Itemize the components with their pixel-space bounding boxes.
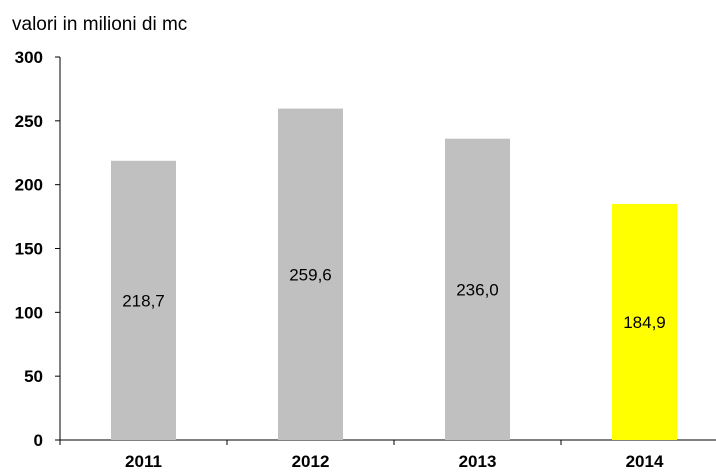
- y-tick-label: 50: [24, 367, 43, 386]
- y-tick-label: 0: [34, 431, 43, 450]
- x-tick-label: 2014: [626, 452, 664, 471]
- bar-2012: [278, 108, 343, 440]
- bar-2011: [111, 160, 176, 440]
- x-tick-label: 2013: [459, 452, 497, 471]
- y-tick-label: 250: [15, 112, 43, 131]
- bar-2014: [612, 203, 677, 440]
- bar-value-label: 236,0: [456, 280, 499, 299]
- bar-value-label: 184,9: [623, 313, 666, 332]
- x-tick-label: 2012: [292, 452, 330, 471]
- y-tick-label: 300: [15, 48, 43, 67]
- y-tick-label: 100: [15, 303, 43, 322]
- y-tick-label: 150: [15, 240, 43, 259]
- x-tick-label: 2011: [125, 452, 162, 471]
- bar-value-label: 218,7: [122, 291, 165, 310]
- unit-label: valori in milioni di mc: [12, 14, 188, 35]
- bar-2013: [445, 138, 510, 440]
- y-tick-label: 200: [15, 176, 43, 195]
- bar-value-label: 259,6: [289, 265, 332, 284]
